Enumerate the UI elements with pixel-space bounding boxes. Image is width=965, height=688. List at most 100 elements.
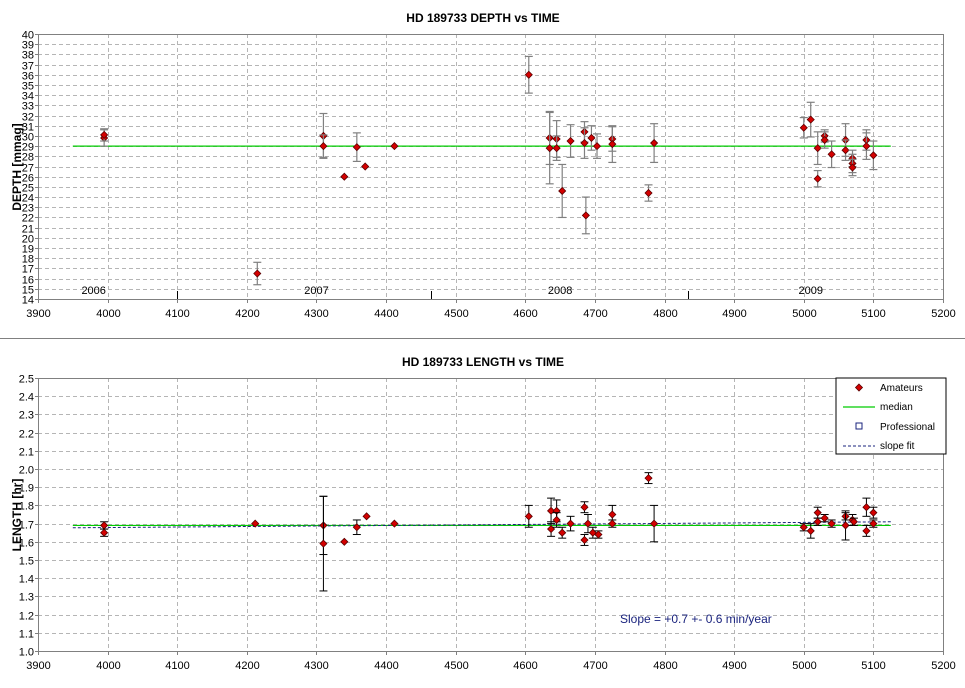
- x-tick-label: 4000: [96, 660, 120, 672]
- data-point: [352, 523, 361, 532]
- y-tick-label: 35: [22, 81, 34, 93]
- data-point: [820, 514, 829, 523]
- data-point: [583, 519, 593, 528]
- year-label: 2009: [798, 285, 822, 297]
- y-tick-label: 24: [22, 193, 34, 205]
- data-point: [869, 519, 878, 528]
- x-tick-label: 4700: [583, 308, 607, 320]
- data-point: [588, 528, 597, 537]
- data-point: [587, 133, 596, 143]
- data-point: [869, 151, 878, 160]
- x-tick-label: 4600: [513, 660, 537, 672]
- y-tick-label: 19: [22, 244, 34, 256]
- data-point: [100, 130, 109, 139]
- y-tick-label: 1.6: [19, 538, 34, 550]
- y-tick-label: 1.7: [19, 520, 34, 532]
- legend-diamond-icon: [854, 383, 864, 392]
- y-tick-label: 2.5: [19, 374, 34, 386]
- chart2-title: HD 189733 LENGTH vs TIME: [402, 355, 564, 369]
- x-tick-label: 4800: [653, 660, 677, 672]
- data-point: [608, 140, 617, 149]
- chart2-ylabel: LENGTH [hr]: [10, 479, 24, 552]
- chart1-ylabel: DEPTH [mmag]: [10, 123, 24, 210]
- data-point: [862, 142, 871, 151]
- y-tick-label: 27: [22, 163, 34, 175]
- data-point: [813, 508, 822, 517]
- data-point: [608, 519, 617, 528]
- year-label: 2006: [81, 285, 105, 297]
- y-tick-label: 1.2: [19, 611, 34, 623]
- data-point: [524, 512, 533, 521]
- legend-label-slope-fit: slope fit: [880, 441, 915, 452]
- y-tick-label: 33: [22, 101, 34, 113]
- data-point: [580, 138, 589, 148]
- data-point: [862, 503, 871, 512]
- data-point: [580, 503, 589, 512]
- y-tick-label: 18: [22, 254, 34, 266]
- slope-annotation: Slope = +0.7 +- 0.6 min/year: [620, 612, 772, 626]
- data-point: [558, 528, 567, 537]
- data-point: [827, 150, 836, 159]
- y-tick-label: 1.3: [19, 592, 34, 604]
- y-tick-label: 22: [22, 213, 34, 225]
- x-tick-label: 4400: [374, 308, 398, 320]
- data-point: [524, 70, 533, 79]
- data-point: [862, 526, 871, 535]
- data-point: [820, 135, 829, 145]
- y-tick-label: 16: [22, 275, 34, 287]
- y-tick-label: 30: [22, 132, 34, 144]
- x-tick-label: 4300: [304, 308, 328, 320]
- x-tick-label: 5200: [931, 660, 955, 672]
- y-tick-label: 34: [22, 91, 34, 103]
- data-point: [552, 144, 561, 153]
- data-point: [644, 188, 653, 198]
- x-tick-label: 4400: [374, 660, 398, 672]
- slope-fit-line: [72, 521, 891, 529]
- data-point: [546, 524, 556, 534]
- data-point: [644, 474, 653, 483]
- y-tick-label: 1.0: [19, 647, 34, 659]
- data-point: [848, 163, 857, 172]
- y-tick-label: 15: [22, 285, 34, 297]
- x-tick-label: 4900: [722, 660, 746, 672]
- data-point: [100, 528, 109, 537]
- data-point: [558, 186, 567, 196]
- data-point: [352, 143, 361, 152]
- y-tick-label: 1.1: [19, 629, 34, 641]
- data-point: [799, 523, 808, 532]
- length-chart: 1.0 1.1 1.2 1.3 1.4 1.5 1.6 1.7 1.8 1.9 2.0 2.1 2.2 2…: [19, 374, 956, 673]
- data-point: [340, 537, 349, 546]
- x-tick-label: 5100: [861, 660, 885, 672]
- data-point: [813, 517, 822, 526]
- y-tick-label: 40: [22, 30, 34, 42]
- y-tick-label: 2.3: [19, 410, 34, 422]
- x-tick-label: 4000: [96, 308, 120, 320]
- data-point: [594, 530, 603, 539]
- data-point: [566, 136, 575, 146]
- chart1-title: HD 189733 DEPTH vs TIME: [406, 11, 559, 25]
- y-tick-label: 37: [22, 61, 34, 73]
- y-tick-label: 26: [22, 173, 34, 185]
- legend-square-icon: [855, 422, 863, 430]
- x-tick-label: 5000: [792, 660, 816, 672]
- y-tick-label: 20: [22, 234, 34, 246]
- depth-chart: 1415161718192021222324252627282930313233…: [22, 30, 956, 321]
- x-tick-label: 4300: [304, 660, 328, 672]
- chart2-legend: Amateurs median Professional slope fit: [835, 377, 947, 455]
- data-point: [813, 174, 822, 183]
- x-tick-label: 4200: [235, 660, 259, 672]
- y-tick-label: 1.5: [19, 556, 34, 568]
- y-tick-label: 21: [22, 224, 34, 236]
- legend-box: [835, 377, 947, 455]
- x-tick-label: 4500: [444, 308, 468, 320]
- y-tick-label: 17: [22, 264, 34, 276]
- y-tick-label: 29: [22, 142, 34, 154]
- data-point: [608, 510, 617, 519]
- x-tick-label: 5100: [861, 308, 885, 320]
- data-point: [841, 146, 850, 155]
- y-tick-label: 23: [22, 203, 34, 215]
- data-point: [361, 162, 370, 171]
- x-tick-label: 4100: [165, 660, 189, 672]
